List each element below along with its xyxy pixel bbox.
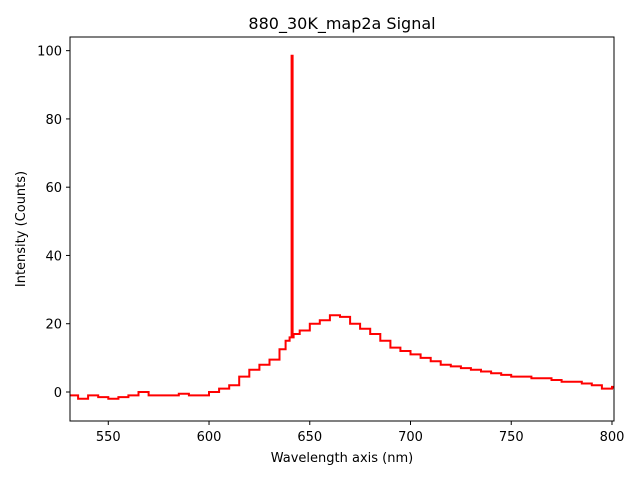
y-tick-label: 80 xyxy=(45,113,62,128)
y-tick-label: 40 xyxy=(45,249,62,264)
x-tick-label: 600 xyxy=(197,430,222,445)
x-tick-label: 550 xyxy=(96,430,121,445)
chart-title: 880_30K_map2a Signal xyxy=(248,14,435,34)
x-tick-label: 650 xyxy=(297,430,322,445)
x-tick-label: 800 xyxy=(600,430,625,445)
y-tick-label: 0 xyxy=(54,386,62,401)
y-axis-label: Intensity (Counts) xyxy=(14,171,29,287)
x-tick-label: 700 xyxy=(398,430,423,445)
y-tick-label: 60 xyxy=(45,181,62,196)
y-tick-label: 100 xyxy=(37,45,62,60)
plot-area: 550 600 650 700 750 800 0 20 40 60 80 100 xyxy=(37,36,625,445)
axes-frame xyxy=(69,36,615,422)
y-tick-label: 20 xyxy=(45,318,62,333)
series-line-0 xyxy=(70,54,614,400)
x-tick-label: 750 xyxy=(499,430,524,445)
x-axis-label: Wavelength axis (nm) xyxy=(271,451,413,466)
